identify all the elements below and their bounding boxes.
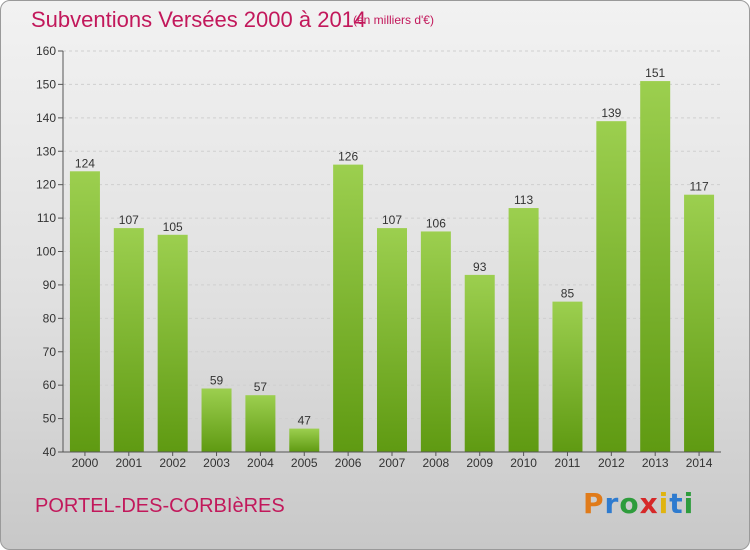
bar-value-label: 126 <box>338 150 358 164</box>
x-tick-label: 2004 <box>247 456 274 470</box>
y-tick-label: 120 <box>36 178 56 192</box>
bar-2012 <box>596 121 627 453</box>
bar-value-label: 139 <box>601 106 621 120</box>
x-tick-label: 2003 <box>203 456 230 470</box>
x-tick-label: 2000 <box>72 456 99 470</box>
logo-letter: P <box>583 487 605 520</box>
bar-value-label: 106 <box>426 216 446 230</box>
bar-2003 <box>201 388 232 452</box>
bar-value-label: 117 <box>689 180 708 194</box>
bar-2010 <box>508 208 539 452</box>
y-tick-label: 50 <box>43 412 57 426</box>
axes: 40 50 60 70 80 90 100 110 120 130 140 150 160 2000 200… <box>36 44 721 470</box>
logo-letter: i <box>658 487 670 520</box>
bar-value-label: 107 <box>382 213 402 227</box>
y-tick-label: 150 <box>36 77 56 91</box>
x-tick-label: 2009 <box>466 456 493 470</box>
x-tick-label: 2014 <box>686 456 713 470</box>
bar-2011 <box>552 301 583 452</box>
logo-letter: o <box>619 487 640 520</box>
bar-2006 <box>333 164 364 452</box>
bar-2007 <box>377 228 407 452</box>
bar-value-label: 105 <box>163 220 183 234</box>
x-tick-label: 2005 <box>291 456 318 470</box>
commune-name: PORTEL-DES-CORBIèRES <box>35 495 285 517</box>
y-tick-label: 160 <box>36 44 56 58</box>
y-tick-label: 60 <box>43 378 57 392</box>
bar-value-label: 151 <box>645 66 665 80</box>
bar-value-label: 47 <box>298 414 312 428</box>
bar-2004 <box>245 395 276 452</box>
y-tick-label: 130 <box>36 144 56 158</box>
x-tick-label: 2002 <box>159 456 186 470</box>
logo-letter: t <box>669 487 684 520</box>
y-tick-label: 100 <box>36 245 56 259</box>
bar-value-label: 107 <box>119 213 139 227</box>
bar-2013 <box>640 81 671 452</box>
logo-letter: r <box>604 487 620 520</box>
bar-value-label: 57 <box>254 380 268 394</box>
bar-2009 <box>464 274 495 452</box>
y-tick-label: 90 <box>43 278 57 292</box>
logo-letter: x <box>639 487 659 520</box>
bar-value-label: 59 <box>210 374 224 388</box>
chart-title: Subventions Versées 2000 à 2014 <box>31 7 367 32</box>
proxiti-logo: Proxiti <box>583 487 694 520</box>
y-tick-label: 80 <box>43 311 57 325</box>
bar-2000 <box>69 171 100 453</box>
bar-2008 <box>420 231 451 452</box>
x-tick-label: 2012 <box>598 456 625 470</box>
bar-value-label: 85 <box>561 287 575 301</box>
y-tick-label: 70 <box>43 345 57 359</box>
x-tick-label: 2010 <box>510 456 537 470</box>
bar-2001 <box>113 228 144 452</box>
bar-2014 <box>684 194 715 453</box>
bar-2005 <box>289 428 320 452</box>
chart-subtitle: (en milliers d'€) <box>353 13 434 27</box>
x-tick-label: 2001 <box>115 456 142 470</box>
x-tick-label: 2006 <box>335 456 362 470</box>
bar-value-label: 93 <box>473 260 487 274</box>
y-tick-label: 140 <box>36 111 56 125</box>
bar-value-label: 113 <box>514 193 533 207</box>
x-tick-label: 2008 <box>423 456 450 470</box>
y-tick-label: 110 <box>37 211 56 225</box>
x-tick-label: 2011 <box>555 456 581 470</box>
logo-letter: i <box>683 487 695 520</box>
x-tick-label: 2013 <box>642 456 669 470</box>
bar-value-label: 124 <box>75 156 95 170</box>
y-tick-label: 40 <box>43 445 57 459</box>
bar-2002 <box>157 234 188 452</box>
bars: 124 107 105 59 57 47 126 107 106 93 113 85 139 151 117 <box>69 66 715 453</box>
x-tick-label: 2007 <box>379 456 406 470</box>
